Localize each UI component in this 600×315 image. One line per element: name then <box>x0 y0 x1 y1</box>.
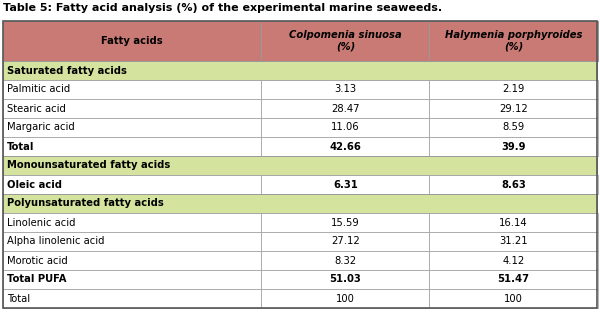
Bar <box>430 175 598 194</box>
Text: 42.66: 42.66 <box>329 141 361 152</box>
Text: 8.32: 8.32 <box>334 255 356 266</box>
Text: 51.47: 51.47 <box>497 274 530 284</box>
Text: 3.13: 3.13 <box>334 84 356 94</box>
Text: Table 5: Fatty acid analysis (%) of the experimental marine seaweeds.: Table 5: Fatty acid analysis (%) of the … <box>3 3 442 13</box>
Text: Colpomenia sinuosa
(%): Colpomenia sinuosa (%) <box>289 30 402 52</box>
Text: Linolenic acid: Linolenic acid <box>7 217 76 227</box>
Text: Total PUFA: Total PUFA <box>7 274 67 284</box>
Text: 8.59: 8.59 <box>502 123 524 133</box>
Bar <box>3 61 597 80</box>
Text: Halymenia porphyroides
(%): Halymenia porphyroides (%) <box>445 30 582 52</box>
Text: 16.14: 16.14 <box>499 217 528 227</box>
Bar <box>262 137 430 156</box>
Bar <box>262 99 430 118</box>
Text: Morotic acid: Morotic acid <box>7 255 68 266</box>
Text: 4.12: 4.12 <box>502 255 524 266</box>
Text: 2.19: 2.19 <box>502 84 525 94</box>
Text: Total: Total <box>7 141 34 152</box>
Text: 15.59: 15.59 <box>331 217 360 227</box>
Bar <box>3 251 262 270</box>
Bar <box>3 194 597 213</box>
Text: 100: 100 <box>336 294 355 303</box>
Bar <box>430 232 598 251</box>
Bar <box>3 21 262 61</box>
Bar <box>3 232 262 251</box>
Bar <box>430 99 598 118</box>
Bar <box>430 21 598 61</box>
Bar <box>262 118 430 137</box>
Bar <box>430 270 598 289</box>
Text: 28.47: 28.47 <box>331 104 359 113</box>
Bar <box>3 156 597 175</box>
Text: Polyunsaturated fatty acids: Polyunsaturated fatty acids <box>7 198 164 209</box>
Bar <box>430 251 598 270</box>
Bar <box>430 80 598 99</box>
Text: Margaric acid: Margaric acid <box>7 123 75 133</box>
Text: 27.12: 27.12 <box>331 237 360 247</box>
Text: Saturated fatty acids: Saturated fatty acids <box>7 66 127 76</box>
Text: 29.12: 29.12 <box>499 104 528 113</box>
Bar <box>262 80 430 99</box>
Bar <box>262 251 430 270</box>
Text: 11.06: 11.06 <box>331 123 360 133</box>
Text: Palmitic acid: Palmitic acid <box>7 84 70 94</box>
Bar <box>262 270 430 289</box>
Bar <box>3 99 262 118</box>
Text: 39.9: 39.9 <box>501 141 526 152</box>
Bar <box>262 21 430 61</box>
Bar <box>3 270 262 289</box>
Bar <box>3 118 262 137</box>
Bar <box>3 213 262 232</box>
Bar <box>262 213 430 232</box>
Text: Oleic acid: Oleic acid <box>7 180 62 190</box>
Bar <box>430 118 598 137</box>
Bar <box>430 213 598 232</box>
Text: 6.31: 6.31 <box>333 180 358 190</box>
Text: 51.03: 51.03 <box>329 274 361 284</box>
Text: Alpha linolenic acid: Alpha linolenic acid <box>7 237 104 247</box>
Text: Stearic acid: Stearic acid <box>7 104 66 113</box>
Bar <box>430 137 598 156</box>
Bar <box>262 175 430 194</box>
Text: 8.63: 8.63 <box>501 180 526 190</box>
Bar <box>3 80 262 99</box>
Bar <box>430 289 598 308</box>
Text: Total: Total <box>7 294 30 303</box>
Text: Fatty acids: Fatty acids <box>101 36 163 46</box>
Bar <box>262 232 430 251</box>
Bar <box>3 289 262 308</box>
Text: Monounsaturated fatty acids: Monounsaturated fatty acids <box>7 161 170 170</box>
Bar <box>262 289 430 308</box>
Text: 100: 100 <box>504 294 523 303</box>
Bar <box>3 137 262 156</box>
Text: 31.21: 31.21 <box>499 237 528 247</box>
Bar <box>3 175 262 194</box>
